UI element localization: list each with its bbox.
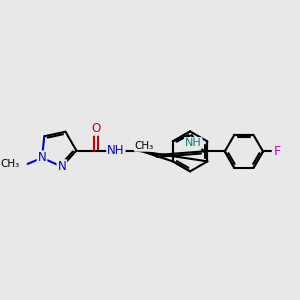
Text: N: N	[58, 160, 66, 173]
Text: F: F	[273, 145, 280, 158]
Text: NH: NH	[185, 138, 202, 148]
Text: NH: NH	[107, 144, 124, 157]
Text: N: N	[38, 151, 46, 164]
Text: CH₃: CH₃	[135, 141, 154, 151]
Text: CH₃: CH₃	[1, 159, 20, 169]
Text: O: O	[91, 122, 101, 135]
